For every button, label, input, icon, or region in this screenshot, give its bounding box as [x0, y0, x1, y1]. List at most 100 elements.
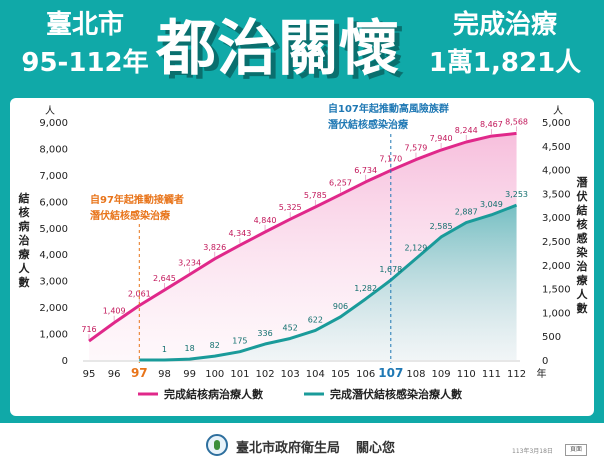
right-tick-label: 2,500 — [542, 237, 571, 248]
annotation-107-line1: 自107年起推動高風險族群 — [328, 102, 449, 115]
header-left-line1: 臺北市 — [45, 10, 124, 40]
footer-date: 113年3月18日 — [512, 448, 553, 455]
left-tick-label: 7,000 — [39, 171, 68, 182]
x-tick-label: 96 — [108, 369, 121, 380]
series1-point-label: 2,645 — [153, 274, 176, 283]
left-tick-label: 5,000 — [39, 224, 68, 235]
header-title-shadow: 都治關懷 — [161, 18, 405, 88]
annotation-97-line2: 潛伏結核感染治療 — [90, 209, 170, 222]
series2-area — [139, 205, 517, 360]
x-tick-label: 105 — [331, 369, 350, 380]
series2-point-label: 906 — [333, 302, 348, 311]
right-axis-title-char: 人 — [577, 287, 589, 301]
x-tick-label: 108 — [406, 369, 425, 380]
right-tick-label: 1,500 — [542, 285, 571, 296]
annotation-107-line2: 潛伏結核感染治療 — [328, 118, 408, 131]
series1-point-label: 7,579 — [404, 144, 427, 153]
series1-point-label: 4,840 — [254, 216, 277, 225]
footer-page-mark: 頁面 — [565, 444, 587, 456]
left-axis-title-char: 人 — [19, 261, 31, 275]
right-tick-label: 0 — [542, 356, 548, 367]
series1-point-label: 8,244 — [455, 126, 478, 135]
series2-point-label: 2,887 — [455, 208, 478, 217]
right-axis-unit: 人 — [553, 105, 563, 117]
series1-point-label: 716 — [81, 325, 96, 334]
series2-point-label: 2,585 — [430, 222, 453, 231]
header-banner: 臺北市 95-112年 都治關懷 都治關懷 完成治療 1萬1,821人 — [0, 0, 604, 98]
x-tick-label: 98 — [158, 369, 171, 380]
series2-point-label: 452 — [283, 323, 298, 332]
x-tick-label: 101 — [230, 369, 249, 380]
right-tick-label: 4,000 — [542, 166, 571, 177]
x-tick-label: 104 — [306, 369, 325, 380]
series1-point-label: 6,734 — [354, 166, 377, 175]
right-axis-title-char: 染 — [577, 245, 589, 259]
series1-point-label: 7,940 — [430, 134, 453, 143]
series1-point-label: 5,325 — [279, 203, 302, 212]
header-title: 都治關懷 — [156, 14, 400, 84]
right-axis-title-char: 核 — [577, 217, 588, 231]
series2-point-label: 3,049 — [480, 200, 503, 209]
series1-point-label: 3,234 — [178, 258, 201, 267]
series1-line — [88, 131, 517, 343]
right-tick-label: 500 — [542, 332, 561, 343]
series1-point-label: 2,061 — [128, 289, 151, 298]
right-tick-label: 4,500 — [542, 142, 571, 153]
series2-point-label: 1,678 — [379, 265, 402, 274]
left-axis-unit: 人 — [45, 105, 55, 117]
right-axis-title-char: 治 — [577, 259, 588, 273]
x-tick-label: 107 — [378, 366, 403, 380]
chart-panel: 人人 0 1,000 2,000 3,000 4,000 5,000 6,000 7,000 8,… — [10, 98, 594, 416]
x-tick-label: 97 — [131, 366, 148, 380]
series1-point-label: 3,826 — [203, 243, 226, 252]
left-axis-title-char: 核 — [19, 205, 30, 219]
left-tick-label: 2,000 — [39, 303, 68, 314]
chart-svg: 人人01,0002,0003,0004,0005,0006,0007,0008,… — [19, 102, 589, 401]
legend-series2-label: 完成潛伏結核感染治療人數 — [330, 387, 462, 401]
x-axis-unit: 年 — [537, 367, 547, 380]
series1-point-label: 1,409 — [103, 307, 126, 316]
x-tick-label: 102 — [256, 369, 275, 380]
series2-point-label: 2,129 — [404, 244, 427, 253]
left-tick-label: 4,000 — [39, 250, 68, 261]
x-tick-label: 106 — [356, 369, 375, 380]
right-tick-label: 2,000 — [542, 261, 571, 272]
series2-point-label: 1 — [162, 345, 167, 354]
x-tick-label: 100 — [205, 369, 224, 380]
series1-point-label: 5,785 — [304, 191, 327, 200]
annotation-97-line1: 自97年起推動接觸者 — [90, 193, 184, 206]
series2-point-label: 336 — [257, 329, 272, 338]
right-axis-title-char: 潛 — [577, 175, 588, 189]
x-tick-label: 109 — [432, 369, 451, 380]
series2-point-label: 1,282 — [354, 284, 377, 293]
header-right-line2: 1萬1,821人 — [428, 48, 582, 78]
series1-point-label: 8,467 — [480, 120, 503, 129]
series1-point-label: 6,257 — [329, 179, 352, 188]
x-tick-label: 112 — [507, 369, 526, 380]
right-tick-label: 1,000 — [542, 308, 571, 319]
right-tick-label: 5,000 — [542, 118, 571, 129]
right-tick-label: 3,000 — [542, 213, 571, 224]
left-tick-label: 3,000 — [39, 277, 68, 288]
right-axis-title-char: 療 — [577, 273, 589, 287]
series2-line — [139, 203, 518, 362]
header-right-line1: 完成治療 — [452, 10, 557, 40]
series2-point-label: 175 — [232, 337, 247, 346]
left-axis-title-char: 結 — [19, 191, 30, 205]
left-axis-title-char: 療 — [19, 247, 31, 261]
x-tick-label: 111 — [482, 369, 501, 380]
left-axis-title-char: 病 — [19, 219, 30, 233]
right-axis-title-char: 結 — [577, 203, 588, 217]
x-tick-label: 99 — [183, 369, 196, 380]
health-department-logo — [206, 434, 228, 456]
left-tick-label: 9,000 — [39, 118, 68, 129]
left-tick-label: 1,000 — [39, 330, 68, 341]
chart-frame: 人人 0 1,000 2,000 3,000 4,000 5,000 6,000 7,000 8,… — [0, 98, 604, 423]
legend-series1-label: 完成結核病治療人數 — [164, 387, 263, 401]
right-axis-title-char: 伏 — [577, 189, 588, 203]
series1-point-label: 8,568 — [505, 117, 528, 126]
series2-point-label: 82 — [210, 341, 220, 350]
left-axis-title-char: 數 — [19, 275, 30, 289]
left-tick-label: 0 — [62, 356, 68, 367]
left-tick-label: 6,000 — [39, 197, 68, 208]
